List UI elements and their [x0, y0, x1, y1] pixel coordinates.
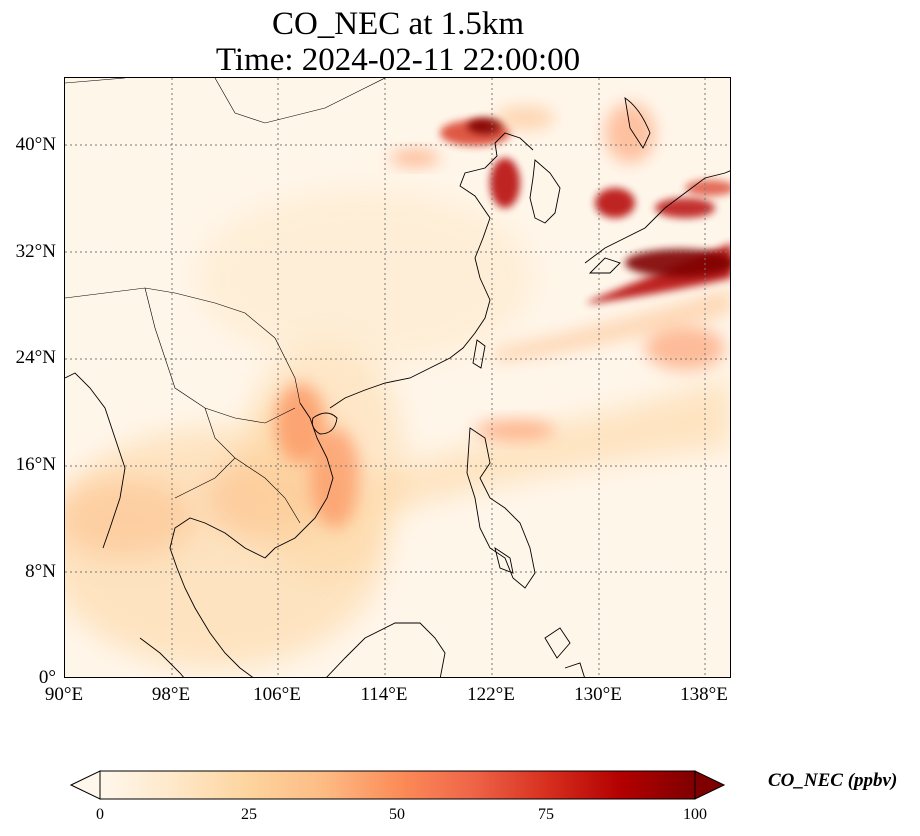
colorbar-high-extend: [694, 770, 726, 800]
colorbar-tick-0: 0: [96, 806, 104, 823]
colorbar-tick-25: 25: [241, 806, 257, 823]
x-tick-114e: 114°E: [360, 684, 408, 705]
map-canvas: [65, 78, 730, 677]
y-tick-24n: 24°N: [15, 347, 56, 368]
y-tick-40n: 40°N: [15, 134, 56, 155]
colorbar-label: CO_NEC (ppbv): [768, 770, 898, 791]
colorbar-graphic: [69, 770, 726, 800]
colorbar-gradient: [99, 770, 696, 800]
coastlines: [65, 78, 730, 677]
map-panel: [64, 77, 731, 678]
y-tick-16n: 16°N: [15, 454, 56, 475]
colorbar-tick-75: 75: [538, 806, 554, 823]
map-title-line1: CO_NEC at 1.5km: [271, 6, 525, 42]
map-title-line2: Time: 2024-02-11 22:00:00: [215, 42, 581, 78]
concentration-field: [65, 103, 730, 668]
colorbar: [69, 770, 726, 800]
x-tick-106e: 106°E: [253, 684, 301, 705]
y-tick-8n: 8°N: [25, 561, 56, 582]
x-tick-130e: 130°E: [574, 684, 622, 705]
x-tick-98e: 98°E: [151, 684, 191, 705]
y-tick-0: 0°: [38, 667, 56, 688]
colorbar-tick-50: 50: [389, 806, 405, 823]
x-tick-90e: 90°E: [44, 684, 84, 705]
colorbar-tick-100: 100: [683, 806, 707, 823]
x-tick-138e: 138°E: [680, 684, 728, 705]
x-tick-122e: 122°E: [467, 684, 515, 705]
colorbar-low-extend: [69, 770, 101, 800]
y-tick-32n: 32°N: [15, 241, 56, 262]
